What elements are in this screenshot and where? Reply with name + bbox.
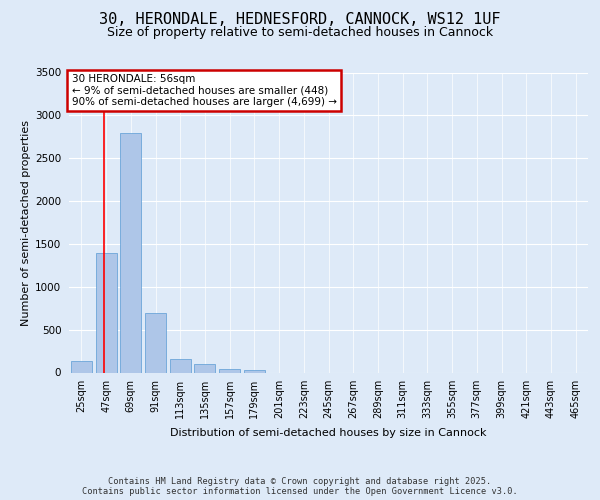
- Bar: [244, 370, 265, 372]
- Text: 30, HERONDALE, HEDNESFORD, CANNOCK, WS12 1UF: 30, HERONDALE, HEDNESFORD, CANNOCK, WS12…: [99, 12, 501, 28]
- Bar: [95, 254, 116, 372]
- Text: Size of property relative to semi-detached houses in Cannock: Size of property relative to semi-detach…: [107, 26, 493, 39]
- Bar: [145, 312, 166, 372]
- Bar: [219, 369, 240, 372]
- Text: Contains HM Land Registry data © Crown copyright and database right 2025.
Contai: Contains HM Land Registry data © Crown c…: [82, 476, 518, 496]
- Bar: [170, 359, 191, 372]
- Bar: [120, 132, 141, 372]
- Bar: [71, 360, 92, 372]
- Text: Distribution of semi-detached houses by size in Cannock: Distribution of semi-detached houses by …: [170, 428, 487, 438]
- Text: 30 HERONDALE: 56sqm
← 9% of semi-detached houses are smaller (448)
90% of semi-d: 30 HERONDALE: 56sqm ← 9% of semi-detache…: [71, 74, 337, 107]
- Bar: [194, 364, 215, 372]
- Y-axis label: Number of semi-detached properties: Number of semi-detached properties: [21, 120, 31, 326]
